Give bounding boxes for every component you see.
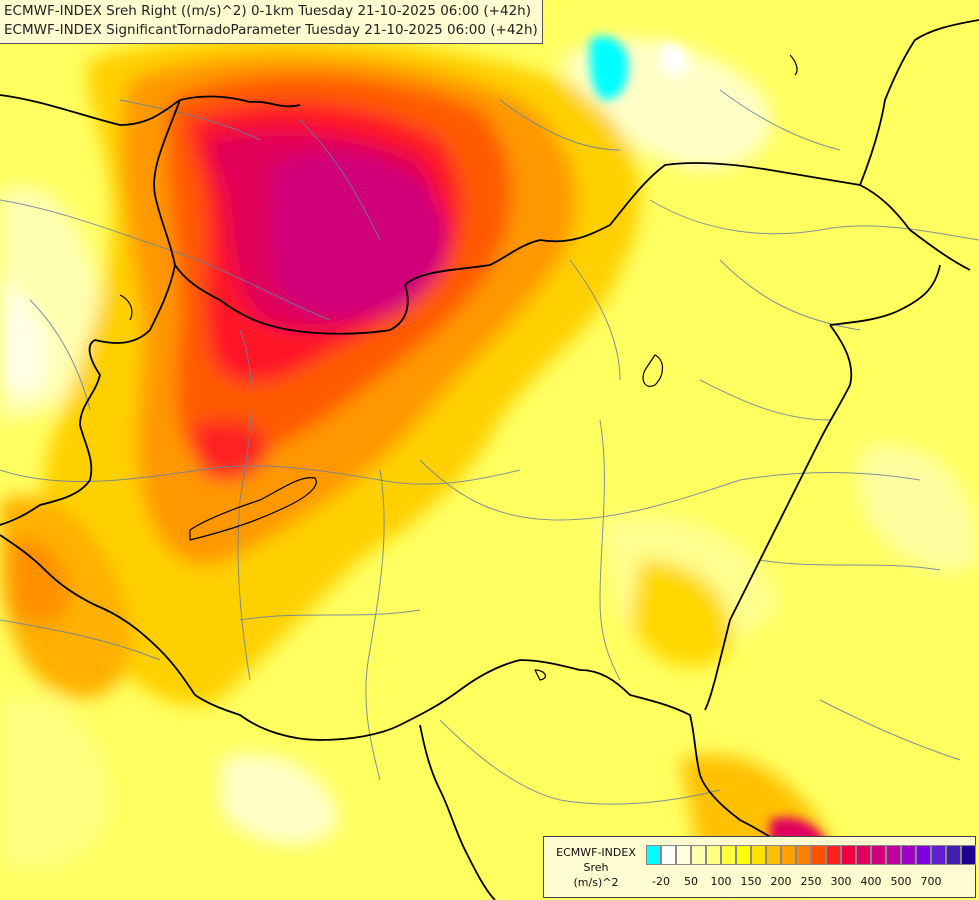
legend-title-parameter: Sreh <box>583 861 609 874</box>
legend-swatch <box>871 845 886 865</box>
legend-title-unit: (m/s)^2 <box>573 876 619 889</box>
legend-swatch <box>826 845 841 865</box>
legend-title-product: ECMWF-INDEX <box>556 846 636 859</box>
legend-tick-label: -20 <box>652 875 670 888</box>
legend-tick-label: 150 <box>740 875 762 888</box>
legend-ticks: -20 50 100 150 200 250 300 400 500 700 <box>646 875 974 889</box>
legend-tick-label: 500 <box>890 875 912 888</box>
sreh-field <box>0 35 979 885</box>
legend-swatch <box>781 845 796 865</box>
legend-title: ECMWF-INDEX Sreh (m/s)^2 <box>548 845 644 890</box>
title-line-2: ECMWF-INDEX SignificantTornadoParameter … <box>4 22 538 38</box>
legend-swatch <box>766 845 781 865</box>
legend-swatch <box>646 845 661 865</box>
legend-swatch <box>916 845 931 865</box>
legend-tick-label: 400 <box>860 875 882 888</box>
legend-swatch <box>706 845 721 865</box>
legend-swatch <box>691 845 706 865</box>
title-line-1: ECMWF-INDEX Sreh Right ((m/s)^2) 0-1km T… <box>4 3 531 19</box>
legend-swatch <box>661 845 676 865</box>
legend-swatch <box>856 845 871 865</box>
legend-tick-label: 300 <box>830 875 852 888</box>
legend-tick-label: 250 <box>800 875 822 888</box>
legend-tick-label: 50 <box>684 875 698 888</box>
legend-swatch <box>736 845 751 865</box>
legend-swatch <box>901 845 916 865</box>
legend-swatch <box>931 845 946 865</box>
legend-swatch <box>811 845 826 865</box>
legend-swatch <box>676 845 691 865</box>
internal-boundaries <box>0 89 979 805</box>
color-legend: ECMWF-INDEX Sreh (m/s)^2 -20 50 100 150 200 2… <box>543 836 976 898</box>
legend-swatch <box>796 845 811 865</box>
country-borders <box>0 19 979 900</box>
legend-swatch <box>721 845 736 865</box>
map-title-box: ECMWF-INDEX Sreh Right ((m/s)^2) 0-1km T… <box>0 0 543 44</box>
legend-tick-label: 200 <box>770 875 792 888</box>
legend-swatch <box>886 845 901 865</box>
legend-swatches <box>646 845 976 865</box>
legend-swatch <box>841 845 856 865</box>
legend-tick-label: 700 <box>920 875 942 888</box>
legend-tick-label: 100 <box>710 875 732 888</box>
legend-swatch <box>751 845 766 865</box>
legend-swatch <box>946 845 961 865</box>
legend-swatch <box>961 845 976 865</box>
